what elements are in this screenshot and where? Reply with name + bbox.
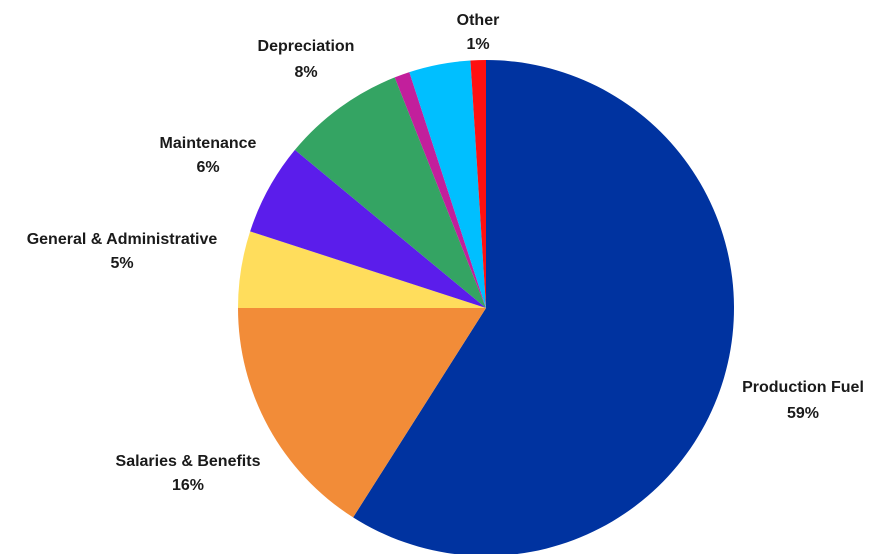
slice-value-label: 6%: [196, 159, 219, 176]
slice-label: General & Administrative: [27, 231, 218, 248]
pie-slice-unlabeled-6: [409, 60, 486, 308]
pie-slice-unlabeled-5: [394, 72, 486, 308]
label-general-administrative: General & Administrative 5%: [27, 231, 218, 272]
pie-slice-production-fuel: [353, 60, 735, 556]
label-maintenance: Maintenance 6%: [160, 135, 257, 176]
pie-slice-maintenance: [250, 149, 486, 308]
label-salaries-benefits: Salaries & Benefits 16%: [116, 453, 261, 494]
label-production-fuel: Production Fuel 59%: [742, 379, 864, 422]
label-other: Other 1%: [457, 12, 500, 53]
slice-value-label: 1%: [466, 36, 489, 53]
slice-label: Production Fuel: [742, 379, 864, 396]
slice-label: Maintenance: [160, 135, 257, 152]
slice-label: Depreciation: [258, 38, 355, 55]
slice-value-label: 59%: [787, 405, 819, 422]
slice-label: Other: [457, 12, 500, 29]
slice-value-label: 8%: [294, 64, 317, 81]
pie-slice-other: [470, 60, 486, 308]
slice-value-label: 16%: [172, 477, 204, 494]
pie-slice-salaries-benefits: [238, 308, 486, 518]
slice-value-label: 5%: [110, 255, 133, 272]
pie-slices: [238, 60, 735, 556]
label-depreciation: Depreciation 8%: [258, 38, 355, 81]
pie-slice-general-administrative: [238, 231, 486, 308]
slice-label: Salaries & Benefits: [116, 453, 261, 470]
pie-slice-depreciation: [294, 77, 486, 308]
